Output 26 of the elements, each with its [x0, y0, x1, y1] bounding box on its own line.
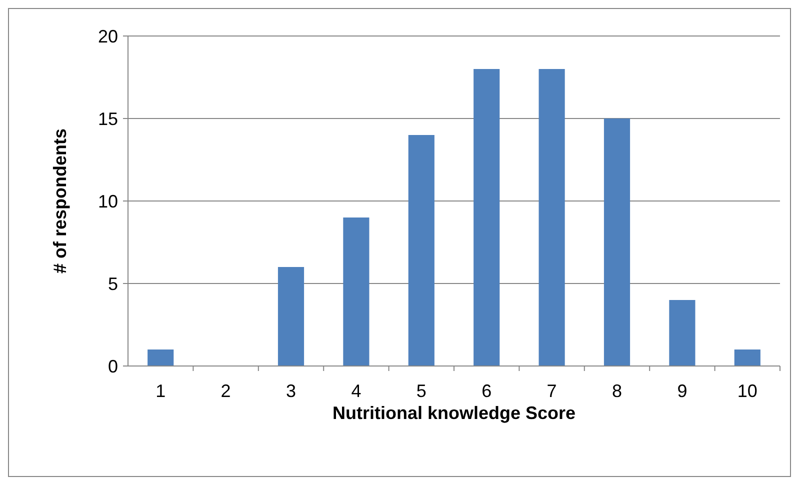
- x-tick-label: 2: [220, 381, 231, 401]
- x-tick-label: 5: [416, 381, 426, 401]
- y-tick-label: 0: [108, 356, 118, 376]
- x-tick-label: 1: [156, 381, 166, 401]
- bar: [474, 69, 500, 366]
- y-tick-label: 5: [108, 274, 118, 294]
- y-tick-label: 15: [98, 108, 118, 129]
- x-axis-title: Nutritional knowledge Score: [332, 403, 576, 423]
- y-tick-label: 10: [98, 191, 118, 212]
- bar: [734, 350, 760, 366]
- bar: [538, 69, 565, 366]
- x-tick-label: 4: [351, 381, 362, 401]
- bar: [408, 135, 434, 366]
- x-tick-label: 7: [546, 381, 557, 401]
- x-tick-label: 3: [286, 381, 296, 401]
- bar: [669, 300, 696, 366]
- bar: [148, 350, 174, 366]
- y-tick-label: 20: [98, 26, 118, 46]
- bar: [604, 118, 630, 366]
- bar: [343, 218, 370, 366]
- bar: [278, 267, 304, 366]
- x-tick-label: 10: [737, 381, 758, 401]
- x-tick-label: 9: [677, 381, 688, 401]
- y-axis-title: # of respondents: [50, 128, 70, 274]
- x-tick-label: 8: [612, 381, 622, 401]
- x-tick-label: 6: [482, 381, 492, 401]
